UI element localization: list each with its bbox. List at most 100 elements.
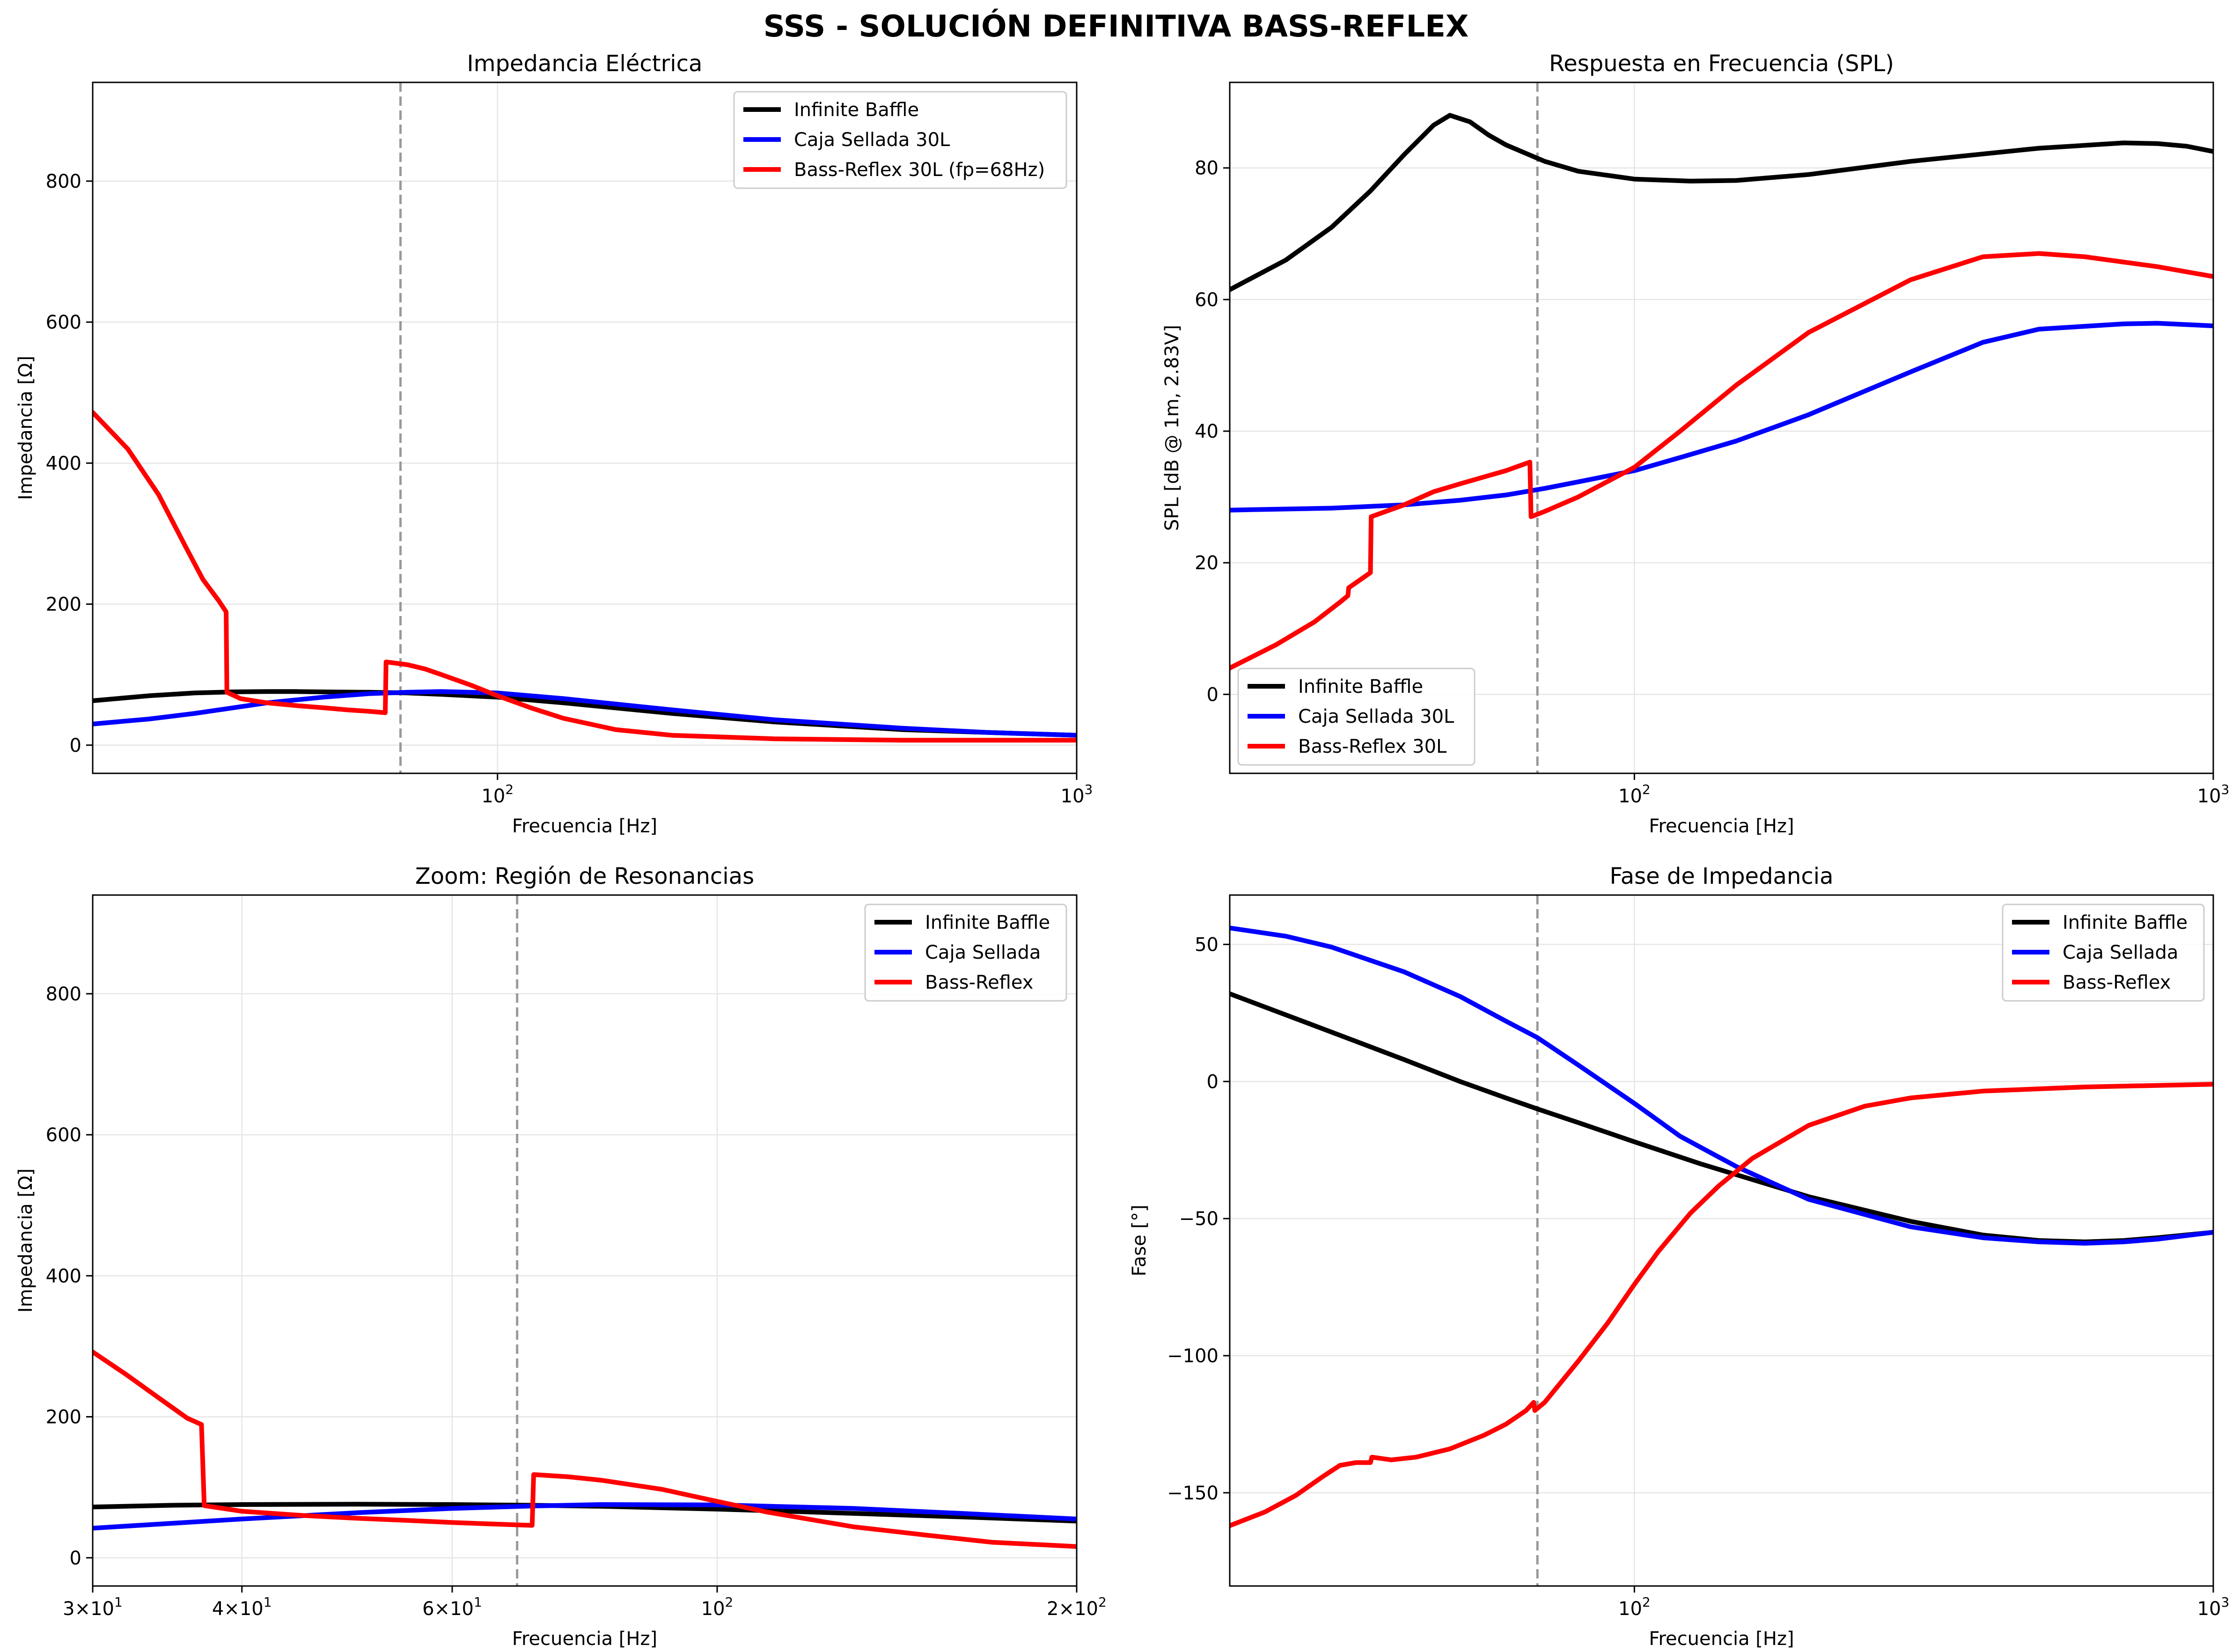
legend-label: Bass-Reflex — [2063, 972, 2171, 993]
legend-label: Bass-Reflex — [925, 972, 1033, 993]
y-tick-label: 0 — [1207, 684, 1219, 705]
x-axis-label: Frecuencia [Hz] — [512, 815, 657, 837]
legend-box — [2002, 903, 2205, 1002]
legend-label: Caja Sellada 30L — [794, 129, 950, 151]
legend-label: Caja Sellada — [2063, 942, 2178, 963]
x-axis-label: Frecuencia [Hz] — [1649, 1628, 1794, 1650]
plot-frame — [92, 81, 1078, 774]
legend-box — [733, 91, 1067, 189]
legend-label: Infinite Baffle — [2063, 912, 2188, 933]
series-line-caja-sellada-30l — [1230, 321, 2213, 513]
y-tick-label: 40 — [1195, 421, 1219, 442]
legend-label: Infinite Baffle — [925, 912, 1050, 933]
x-tick-base: 10 — [1061, 786, 1085, 807]
x-tick-base: 2×10 — [1047, 1598, 1098, 1620]
x-axis-label: Frecuencia [Hz] — [1649, 815, 1794, 837]
x-tick-base: 6×10 — [422, 1598, 474, 1620]
chart-title: Impedancia Eléctrica — [467, 51, 703, 77]
x-tick-base: 10 — [1618, 786, 1642, 807]
legend: Infinite Baffle Caja Sellada Bass-Reflex — [864, 903, 1067, 1002]
x-tick-label: 103 — [2197, 782, 2230, 807]
legend-label: Caja Sellada — [925, 942, 1041, 963]
x-tick-label: 103 — [2197, 1594, 2230, 1620]
x-tick-label: 4×101 — [212, 1594, 272, 1620]
legend-label: Infinite Baffle — [794, 99, 919, 121]
y-axis-label: Impedancia [Ω] — [15, 1168, 37, 1313]
x-tick-exponent: 1 — [474, 1594, 482, 1610]
x-tick-label: 102 — [1618, 782, 1651, 807]
legend-label: Caja Sellada 30L — [1298, 706, 1454, 727]
x-tick-exponent: 3 — [2221, 1594, 2230, 1610]
y-tick-label: 600 — [46, 1124, 81, 1146]
y-axis-label: Fase [°] — [1129, 1204, 1150, 1276]
y-tick-label: −50 — [1179, 1208, 1219, 1230]
x-tick-label: 102 — [1618, 1594, 1651, 1620]
legend-box — [1237, 668, 1476, 766]
y-tick-label: 60 — [1195, 289, 1219, 311]
y-tick-label: 80 — [1195, 158, 1219, 179]
x-tick-base: 10 — [701, 1598, 725, 1620]
x-tick-exponent: 3 — [2221, 782, 2230, 797]
x-tick-exponent: 1 — [114, 1594, 123, 1610]
chart-title: Fase de Impedancia — [1609, 863, 1833, 889]
y-tick-label: 50 — [1195, 934, 1219, 955]
x-tick-exponent: 2 — [1098, 1594, 1107, 1610]
series-line-caja-sellada-30l — [93, 689, 1077, 738]
plot-frame — [1229, 894, 2214, 1587]
x-tick-label: 3×101 — [63, 1594, 123, 1620]
series-line-bass-reflex-30l — [1230, 251, 2213, 671]
legend-label: Infinite Baffle — [1298, 676, 1423, 698]
x-tick-exponent: 1 — [264, 1594, 272, 1610]
x-tick-base: 10 — [1618, 1598, 1642, 1620]
x-tick-label: 103 — [1061, 782, 1093, 807]
x-tick-exponent: 2 — [725, 1594, 734, 1610]
legend: Infinite Baffle Caja Sellada Bass-Reflex — [2002, 903, 2205, 1002]
series-line-bass-reflex — [1230, 1082, 2213, 1528]
legend-box — [864, 903, 1067, 1002]
y-tick-label: 0 — [70, 735, 81, 756]
y-tick-label: 20 — [1195, 552, 1219, 574]
x-tick-base: 10 — [2197, 786, 2221, 807]
x-tick-base: 10 — [481, 786, 505, 807]
y-axis-label: Impedancia [Ω] — [15, 356, 37, 500]
series-line-bass-reflex — [93, 1350, 1077, 1549]
x-tick-exponent: 2 — [1642, 1594, 1651, 1610]
y-tick-label: 0 — [1207, 1071, 1219, 1093]
y-tick-label: 200 — [46, 1407, 81, 1428]
plot-frame — [1229, 81, 2214, 774]
y-tick-label: 200 — [46, 594, 81, 616]
y-tick-label: 600 — [46, 312, 81, 333]
series-line-infinite-baffle — [1230, 113, 2213, 292]
x-tick-exponent: 2 — [1642, 782, 1651, 797]
series-line-bass-reflex-30l-fp-68hz — [93, 410, 1077, 743]
y-tick-label: −100 — [1167, 1345, 1219, 1367]
chart-title: Zoom: Región de Resonancias — [415, 863, 754, 889]
x-tick-label: 102 — [701, 1594, 734, 1620]
x-tick-exponent: 2 — [505, 782, 514, 797]
x-tick-base: 3×10 — [63, 1598, 114, 1620]
series-line-caja-sellada — [1230, 925, 2213, 1246]
figure-title: SSS - SOLUCIÓN DEFINITIVA BASS-REFLEX — [764, 8, 1469, 44]
legend: Infinite Baffle Caja Sellada 30L Bass-Refl… — [733, 91, 1067, 189]
x-tick-label: 2×102 — [1047, 1594, 1107, 1620]
x-tick-base: 4×10 — [212, 1598, 264, 1620]
y-tick-label: −150 — [1167, 1483, 1219, 1504]
legend-label: Bass-Reflex 30L (fp=68Hz) — [794, 159, 1045, 181]
legend: Infinite Baffle Caja Sellada 30L Bass-Refl… — [1237, 668, 1476, 766]
x-axis-label: Frecuencia [Hz] — [512, 1628, 657, 1650]
y-tick-label: 400 — [46, 453, 81, 474]
y-axis-label: SPL [dB @ 1m, 2.83V] — [1161, 325, 1183, 531]
chart-title: Respuesta en Frecuencia (SPL) — [1549, 51, 1894, 77]
plot-frame — [92, 894, 1078, 1587]
x-tick-label: 6×101 — [422, 1594, 482, 1620]
series-line-infinite-baffle — [1230, 991, 2213, 1244]
x-tick-exponent: 3 — [1085, 782, 1093, 797]
y-tick-label: 400 — [46, 1265, 81, 1287]
legend-label: Bass-Reflex 30L — [1298, 736, 1447, 757]
y-tick-label: 800 — [46, 984, 81, 1005]
